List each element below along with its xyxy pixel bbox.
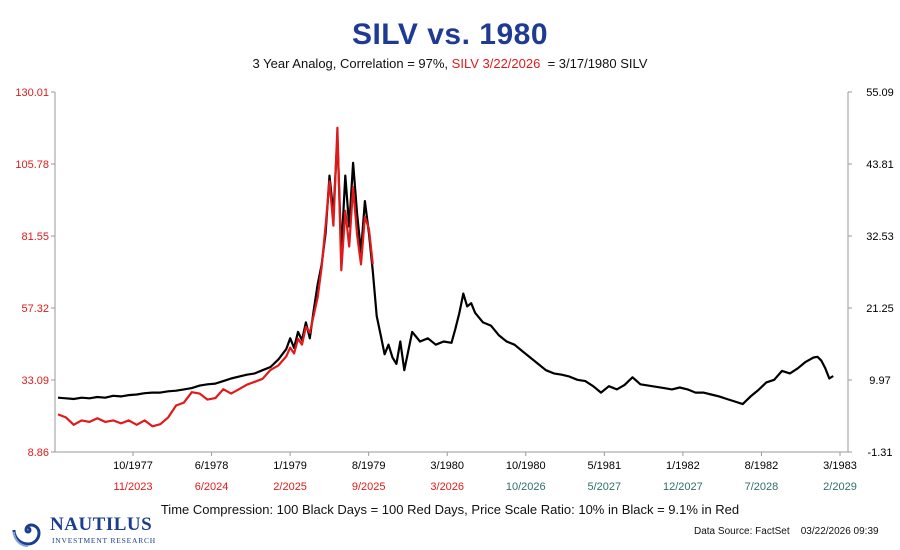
chart-canvas: 130.01 105.78 81.55 57.32 33.09 8.86 55.09 43.8… — [15, 87, 893, 493]
x-tick-label-secondary: 6/2024 — [195, 481, 229, 493]
x-tick-label-secondary: 7/2028 — [745, 481, 779, 493]
x-tick-label-secondary: 12/2027 — [663, 481, 703, 493]
logo-tagline: INVESTMENT RESEARCH — [52, 536, 157, 545]
nautilus-shell-icon — [12, 523, 41, 547]
subtitle-red-part: SILV 3/22/2026 — [451, 56, 541, 71]
x-tick-label-black: 10/1977 — [113, 460, 153, 472]
timestamp: 03/22/2026 09:39 — [800, 526, 879, 537]
x-tick-label-black: 10/1980 — [506, 460, 546, 472]
right-tick-label: 9.97 — [869, 375, 890, 387]
series-line-black — [57, 136, 834, 406]
left-tick-label: 8.86 — [28, 447, 49, 459]
series-layer — [57, 126, 834, 428]
left-tick-label: 105.78 — [15, 159, 49, 171]
right-tick-label: -1.31 — [867, 447, 892, 459]
x-tick-label-black: 3/1980 — [430, 460, 464, 472]
x-tick-label-black: 8/1979 — [352, 460, 386, 472]
x-tick-label-secondary: 3/2026 — [430, 481, 464, 493]
left-tick-label: 130.01 — [15, 87, 49, 99]
x-tick-label-black: 6/1978 — [195, 460, 229, 472]
left-tick-label: 81.55 — [21, 231, 49, 243]
right-tick-label: 55.09 — [866, 87, 894, 99]
chart-subtitle: 3 Year Analog, Correlation = 97%, SILV 3… — [0, 56, 900, 71]
x-tick-label-black: 5/1981 — [588, 460, 622, 472]
time-compression-note: Time Compression: 100 Black Days = 100 R… — [160, 502, 740, 517]
labels-layer: 130.01 105.78 81.55 57.32 33.09 8.86 55.09 43.8… — [15, 87, 893, 493]
x-tick-label-black: 1/1982 — [666, 460, 700, 472]
nautilus-logo: NAUTILUS INVESTMENT RESEARCH — [10, 512, 160, 548]
left-tick-label: 57.32 — [21, 303, 49, 315]
x-tick-label-secondary: 9/2025 — [352, 481, 386, 493]
x-tick-label-secondary: 2/2029 — [823, 481, 857, 493]
x-tick-label-secondary: 10/2026 — [506, 481, 546, 493]
subtitle-part-1: 3 Year Analog, Correlation = 97%, — [252, 56, 449, 71]
data-source: Data Source: FactSet 03/22/2026 09:39 — [694, 526, 879, 537]
x-tick-label-secondary: 5/2027 — [588, 481, 622, 493]
right-tick-label: 32.53 — [866, 231, 894, 243]
x-tick-label-secondary: 11/2023 — [114, 481, 153, 493]
x-tick-label-secondary: 2/2025 — [273, 481, 307, 493]
logo-wordmark: NAUTILUS — [50, 514, 153, 535]
axes-layer — [51, 91, 852, 456]
chart-title: SILV vs. 1980 — [351, 18, 549, 51]
subtitle-part-2: = 3/17/1980 SILV — [547, 56, 648, 71]
source-label: Data Source: FactSet — [694, 526, 790, 537]
series-line-red — [57, 126, 374, 428]
x-tick-label-black: 1/1979 — [273, 460, 307, 472]
right-tick-label: 43.81 — [866, 159, 894, 171]
x-tick-label-black: 3/1983 — [823, 460, 857, 472]
x-tick-label-black: 8/1982 — [745, 460, 779, 472]
right-tick-label: 21.25 — [866, 303, 894, 315]
left-tick-label: 33.09 — [21, 375, 49, 387]
